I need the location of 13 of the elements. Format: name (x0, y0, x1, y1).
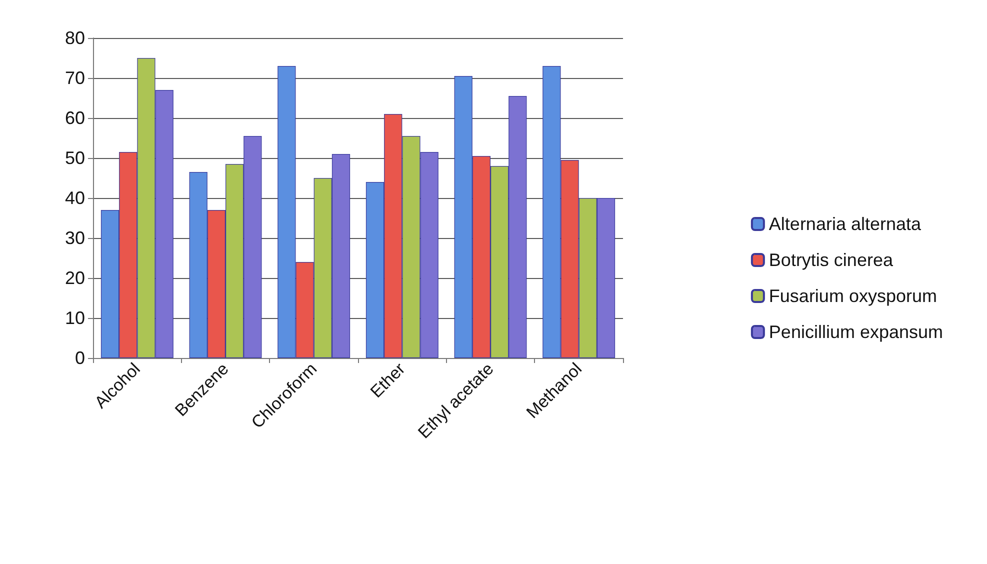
y-tick-label: 50 (64, 148, 85, 168)
legend-label: Botrytis cinerea (768, 250, 894, 270)
y-tick-label: 60 (64, 108, 85, 128)
legend-label: Penicillium expansum (768, 322, 943, 342)
y-tick-label: 10 (64, 308, 85, 328)
y-tick-label: 20 (64, 268, 85, 288)
y-tick-label: 80 (64, 28, 85, 48)
y-tick-label: 70 (64, 68, 85, 88)
y-tick-label: 0 (74, 348, 85, 368)
legend-label: Fusarium oxysporum (768, 286, 937, 306)
legend-label: Alternaria alternata (768, 214, 922, 234)
y-tick-label: 30 (64, 228, 85, 248)
y-tick-label: 40 (64, 188, 85, 208)
